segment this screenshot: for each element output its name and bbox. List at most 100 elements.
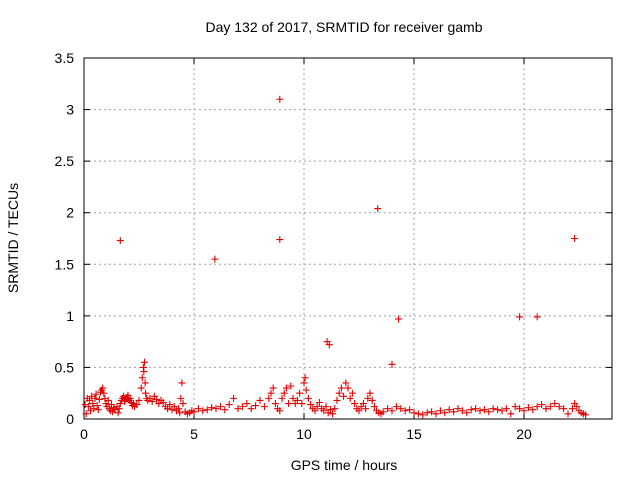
data-point bbox=[423, 409, 431, 417]
data-point bbox=[524, 404, 532, 412]
data-point bbox=[489, 405, 497, 413]
data-point bbox=[238, 403, 246, 411]
data-point bbox=[133, 401, 141, 409]
data-point bbox=[276, 236, 284, 244]
data-point bbox=[300, 379, 308, 387]
data-point bbox=[179, 400, 187, 408]
x-tick-label: 15 bbox=[406, 426, 422, 442]
data-point bbox=[520, 407, 528, 415]
data-point bbox=[329, 410, 337, 418]
data-point bbox=[280, 389, 288, 397]
data-point bbox=[392, 403, 400, 411]
y-tick-label: 1.5 bbox=[55, 256, 75, 272]
data-point bbox=[166, 401, 174, 409]
data-point bbox=[419, 411, 427, 419]
data-point bbox=[348, 389, 356, 397]
data-point bbox=[199, 407, 207, 415]
data-point bbox=[516, 405, 524, 413]
data-point bbox=[428, 408, 436, 416]
data-point bbox=[516, 313, 524, 321]
x-tick-label: 20 bbox=[516, 426, 532, 442]
data-point bbox=[104, 396, 112, 404]
data-point bbox=[313, 403, 321, 411]
data-point bbox=[560, 405, 568, 413]
data-point bbox=[90, 405, 98, 413]
data-point bbox=[397, 405, 405, 413]
data-point bbox=[551, 400, 559, 408]
data-point bbox=[94, 406, 102, 414]
data-point bbox=[271, 400, 279, 408]
data-point bbox=[364, 394, 372, 402]
data-point bbox=[159, 398, 167, 406]
data-point bbox=[91, 394, 99, 402]
data-point bbox=[153, 395, 161, 403]
y-tick-label: 3 bbox=[66, 102, 74, 118]
data-point bbox=[99, 384, 107, 392]
y-tick-label: 0 bbox=[66, 411, 74, 427]
data-point bbox=[298, 400, 306, 408]
data-point bbox=[355, 407, 363, 415]
data-point bbox=[278, 394, 286, 402]
data-point bbox=[388, 407, 396, 415]
data-point bbox=[256, 396, 264, 404]
data-point bbox=[571, 235, 579, 242]
data-point bbox=[141, 358, 148, 366]
data-point bbox=[374, 205, 382, 213]
data-point bbox=[325, 341, 333, 349]
data-point bbox=[142, 389, 150, 397]
data-point bbox=[379, 408, 387, 416]
data-point bbox=[265, 394, 273, 402]
data-point bbox=[307, 401, 315, 409]
data-point bbox=[346, 394, 354, 402]
data-point bbox=[138, 374, 146, 382]
data-point bbox=[282, 384, 290, 392]
data-point bbox=[410, 409, 418, 417]
data-point bbox=[301, 374, 309, 382]
data-point bbox=[93, 402, 101, 410]
data-point bbox=[395, 315, 403, 323]
data-point bbox=[116, 237, 124, 245]
data-point bbox=[555, 403, 563, 411]
data-point bbox=[247, 405, 255, 413]
data-point bbox=[472, 405, 480, 413]
x-tick-label: 10 bbox=[296, 426, 312, 442]
data-point bbox=[485, 408, 493, 416]
plot-frame bbox=[83, 57, 613, 420]
data-point bbox=[203, 406, 211, 414]
y-tick-label: 1 bbox=[66, 308, 74, 324]
data-point bbox=[115, 405, 123, 413]
data-point bbox=[388, 360, 396, 368]
data-point bbox=[211, 255, 219, 263]
data-point bbox=[546, 403, 554, 411]
data-point bbox=[315, 398, 323, 406]
y-tick-labels: 0 0.5 1 1.5 2 2.5 3 3.5 bbox=[55, 50, 75, 427]
y-axis-label: SRMTID / TECUs bbox=[5, 183, 21, 293]
data-point bbox=[176, 409, 184, 417]
x-tick-label: 0 bbox=[80, 426, 88, 442]
data-point bbox=[480, 406, 488, 414]
data-point bbox=[293, 396, 301, 404]
data-point bbox=[467, 406, 475, 414]
data-point bbox=[366, 389, 374, 397]
x-tick-label: 5 bbox=[190, 426, 198, 442]
data-point bbox=[436, 407, 444, 415]
data-point bbox=[533, 313, 541, 321]
data-point bbox=[533, 403, 541, 411]
y-tick-label: 3.5 bbox=[55, 50, 75, 66]
y-tick-label: 0.5 bbox=[55, 359, 75, 375]
data-point bbox=[267, 389, 275, 397]
data-point bbox=[573, 403, 581, 411]
data-point bbox=[130, 400, 137, 408]
data-point bbox=[276, 95, 284, 103]
data-point bbox=[170, 403, 178, 411]
grid-lines bbox=[84, 58, 612, 419]
data-point bbox=[89, 400, 97, 408]
data-point bbox=[340, 392, 348, 400]
data-point bbox=[432, 410, 440, 418]
data-point bbox=[287, 382, 295, 390]
axis-ticks bbox=[83, 57, 612, 420]
data-point bbox=[538, 401, 546, 409]
data-point bbox=[140, 368, 148, 376]
data-point bbox=[178, 379, 186, 387]
data-point bbox=[401, 407, 409, 415]
